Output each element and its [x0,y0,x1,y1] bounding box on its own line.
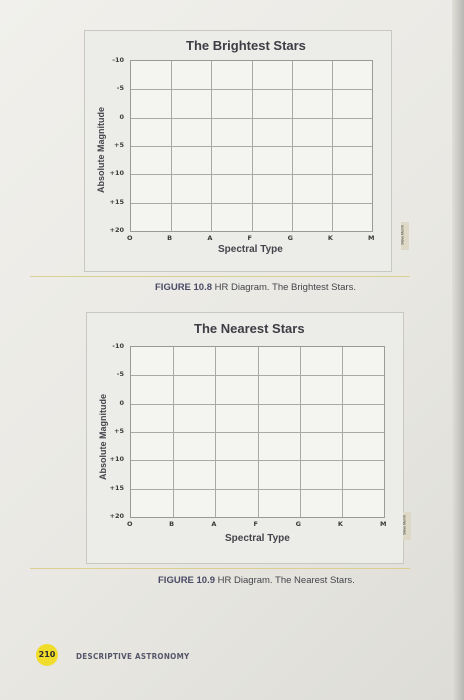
grid-horizontal-line [131,432,384,433]
chart-title: The Brightest Stars [186,38,306,53]
x-tick-label: B [167,234,173,242]
x-axis-label: Spectral Type [218,244,283,255]
photo-credit: Steve Merrill [402,515,407,535]
y-tick-label: +20 [109,512,125,520]
x-tick-label: F [253,520,258,528]
y-tick-label: -10 [112,56,124,64]
y-tick-label: +10 [109,455,125,464]
credit-strip [401,222,409,250]
figure-number: FIGURE 10.9 [158,575,216,586]
divider-line [30,568,410,569]
y-axis-label: Absolute Magnitude [98,394,108,480]
y-tick-label: 0 [119,398,124,407]
x-tick-label: A [211,520,217,528]
page-edge [452,0,464,700]
figure-number: FIGURE 10.8 [155,282,213,293]
caption-text: HR Diagram. The Nearest Stars. [217,575,355,586]
divider-line [30,276,410,277]
y-tick-label: -5 [116,84,124,93]
grid-horizontal-line [131,488,384,490]
x-tick-label: M [380,520,387,528]
hr-diagram-grid [130,346,385,518]
figure-caption: FIGURE 10.9 HR Diagram. The Nearest Star… [158,575,355,586]
grid-horizontal-line [131,202,372,204]
grid-horizontal-line [131,146,372,147]
y-tick-label: 0 [119,112,124,121]
credit-strip [403,512,411,540]
x-tick-label: A [207,234,213,242]
grid-horizontal-line [131,174,372,176]
x-tick-label: B [169,520,175,528]
y-axis-label: Absolute Magnitude [96,107,106,193]
grid-horizontal-line [131,375,384,377]
hr-diagram-grid [130,60,373,232]
grid-horizontal-line [131,117,372,119]
x-tick-label: M [368,234,375,242]
x-tick-label: K [327,234,333,242]
running-head: DESCRIPTIVE ASTRONOMY [76,652,190,661]
page-number: 210 [36,644,58,666]
grid-horizontal-line [131,460,384,462]
y-tick-label: +5 [114,427,124,435]
x-tick-label: O [127,234,133,242]
y-tick-label: +10 [109,169,125,178]
figure-caption: FIGURE 10.8 HR Diagram. The Brightest St… [155,282,356,293]
y-tick-label: +20 [109,226,125,234]
chart-title: The Nearest Stars [194,321,305,336]
y-tick-label: +5 [114,141,124,149]
x-tick-label: F [247,234,252,242]
y-tick-label: -5 [116,370,124,379]
y-tick-label: +15 [109,197,125,206]
y-tick-label: +15 [109,483,125,492]
x-axis-label: Spectral Type [225,533,290,544]
x-tick-label: G [287,234,293,242]
y-tick-label: -10 [112,342,124,350]
grid-horizontal-line [131,403,384,405]
x-tick-label: G [295,520,301,528]
grid-horizontal-line [131,89,372,91]
caption-text: HR Diagram. The Brightest Stars. [214,282,356,293]
x-tick-label: K [337,520,343,528]
x-tick-label: O [127,520,133,528]
photo-credit: Steve Merrill [400,225,405,245]
